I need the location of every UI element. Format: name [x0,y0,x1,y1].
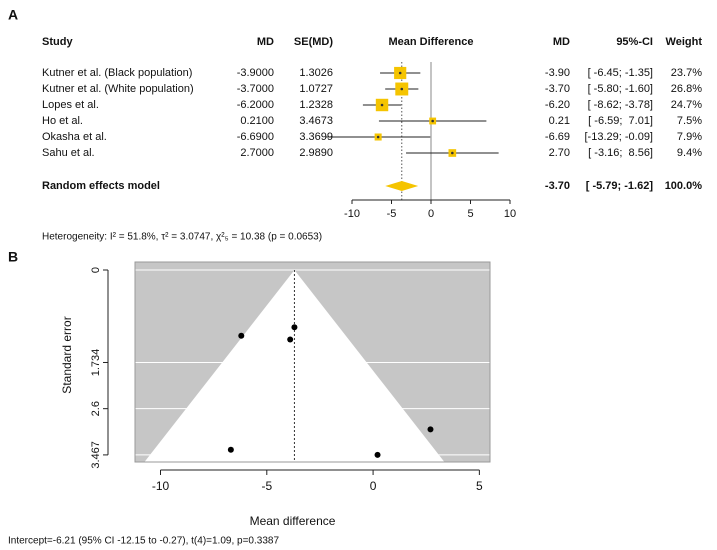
weight-value: 24.7% [671,99,702,111]
x-axis-title: Mean difference [250,514,336,528]
x-tick-label: 5 [467,208,473,220]
pooled-weight: 100.0% [665,180,703,192]
column-header: Mean Difference [389,36,474,48]
x-tick-label: 0 [428,208,434,220]
heterogeneity: Heterogeneity: I² = 51.8%, τ² = 3.0747, … [42,232,322,243]
md-value: -3.70 [545,83,570,95]
study-name: Ho et al. [42,115,83,127]
study-point [398,71,402,75]
md-value: 2.70 [549,147,570,159]
md-value: -6.6900 [237,131,274,143]
weight-value: 9.4% [677,147,702,159]
x-tick-label: -5 [261,479,272,493]
study-point [400,87,404,91]
note: Intercept=-6.21 (95% CI -12.15 to -0.27)… [8,536,279,547]
x-tick-label: -10 [344,208,360,220]
pooled-md: -3.70 [545,180,570,192]
weight-value: 7.9% [677,131,702,143]
column-header: MD [553,36,570,48]
study-point [376,135,380,139]
study-point [227,446,234,453]
study-point [291,324,298,331]
column-header: 95%-CI [616,36,653,48]
study-name: Kutner et al. (Black population) [42,67,192,79]
study-point [451,151,454,155]
study-point [287,336,294,343]
pooled-name: Random effects model [42,180,160,192]
panel-label: B [8,249,18,265]
column-header: MD [257,36,274,48]
x-tick-label: 0 [370,479,377,493]
weight-value: 7.5% [677,115,702,127]
x-tick-label: -10 [152,479,170,493]
md-value: 2.7000 [240,147,274,159]
weight-value: 23.7% [671,67,702,79]
ci-value: [ -3.16; 8.56] [588,147,653,159]
y-tick-label: 3.467 [90,441,102,469]
y-axis-title: Standard error [60,316,74,393]
weight-value: 26.8% [671,83,702,95]
se-value: 1.2328 [299,99,333,111]
ci-value: [ -5.80; -1.60] [588,83,653,95]
y-tick-label: 2.6 [90,401,102,416]
md-value: -6.69 [545,131,570,143]
se-value: 3.3699 [299,131,333,143]
study-point [427,426,434,433]
pooled-diamond [385,181,419,191]
se-value: 1.0727 [299,83,333,95]
x-tick-label: -5 [387,208,397,220]
md-value: -3.7000 [237,83,274,95]
column-header: SE(MD) [294,36,333,48]
ci-value: [ -6.45; -1.35] [588,67,653,79]
column-header: Study [42,36,73,48]
study-name: Sahu et al. [42,147,95,159]
column-header: Weight [666,36,703,48]
se-value: 2.9890 [299,147,333,159]
panel-label: A [8,7,18,23]
md-value: -6.20 [545,99,570,111]
study-name: Okasha et al. [42,131,107,143]
ci-value: [ -6.59; 7.01] [588,115,653,127]
y-tick-label: 0 [90,267,102,273]
se-value: 3.4673 [299,115,333,127]
x-tick-label: 10 [504,208,516,220]
pooled-ci: [ -5.79; -1.62] [586,180,654,192]
study-point [238,332,245,339]
study-name: Lopes et al. [42,99,99,111]
x-tick-label: 5 [476,479,483,493]
study-name: Kutner et al. (White population) [42,83,194,95]
plot-frame [134,261,491,463]
md-value: -3.90 [545,67,570,79]
md-value: 0.2100 [240,115,274,127]
y-tick-label: 1.734 [90,349,102,377]
ci-value: [-13.29; -0.09] [585,131,654,143]
se-value: 1.3026 [299,67,333,79]
md-value: 0.21 [549,115,570,127]
study-point [431,119,434,123]
md-value: -3.9000 [237,67,274,79]
study-point [374,451,381,458]
study-point [380,103,384,107]
ci-value: [ -8.62; -3.78] [588,99,653,111]
md-value: -6.2000 [237,99,274,111]
